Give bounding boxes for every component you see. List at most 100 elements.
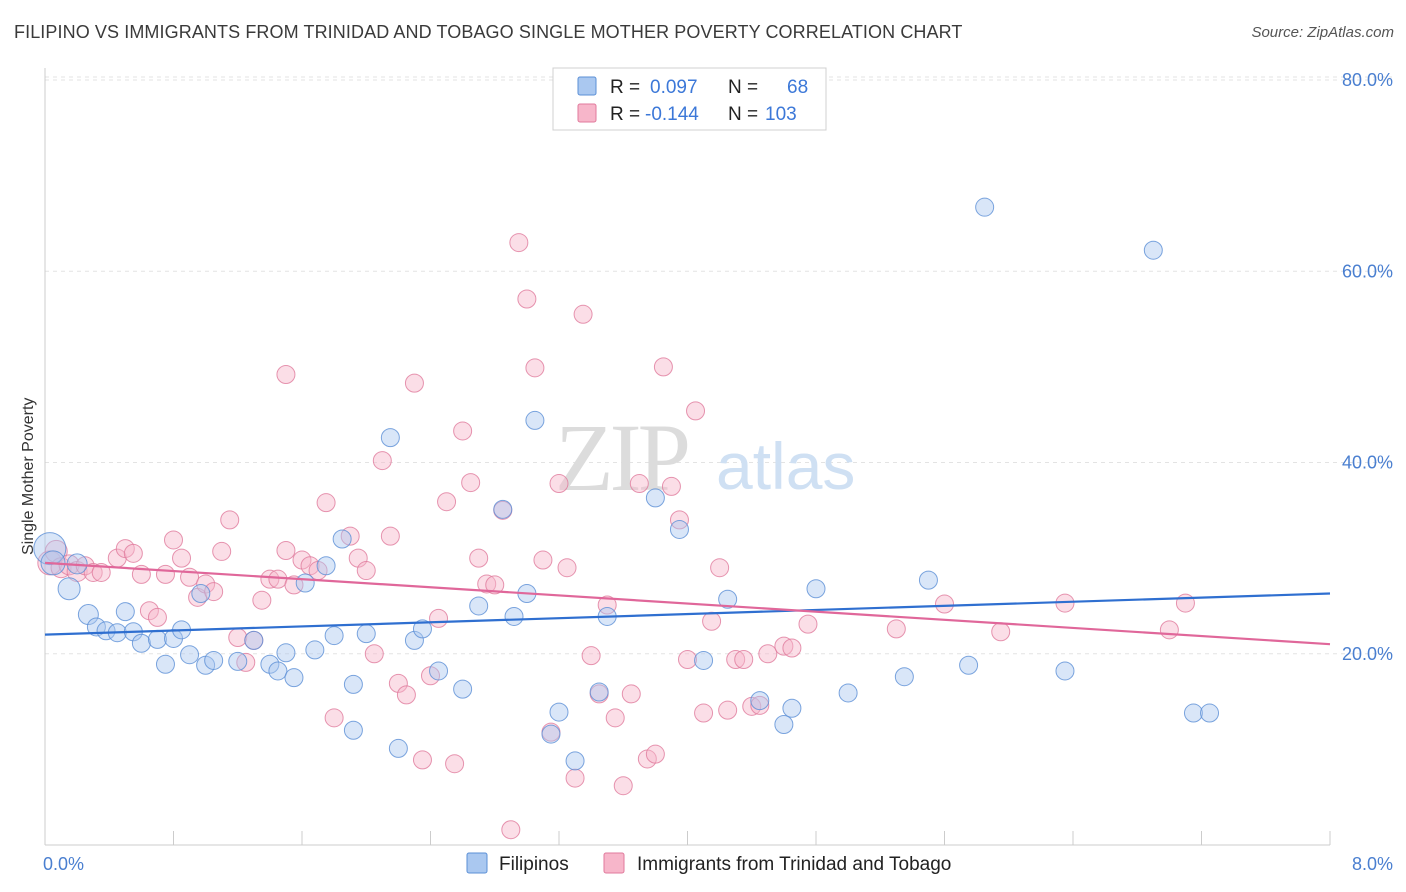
y-axis-label: Single Mother Poverty — [20, 398, 37, 555]
scatter-point — [581, 646, 601, 666]
scatter-point — [509, 233, 529, 253]
watermark-zip: ZIP — [555, 404, 688, 511]
scatter-point — [469, 596, 489, 616]
scatter-point — [404, 630, 424, 650]
scatter-point — [220, 510, 240, 530]
scatter-point — [86, 617, 106, 637]
scatter-point — [991, 622, 1011, 642]
scatter-point — [694, 650, 714, 670]
scatter-point — [1159, 620, 1179, 640]
scatter-point — [1183, 703, 1203, 723]
scatter-point — [83, 562, 103, 582]
bottom-legend-trinidad: Immigrants from Trinidad and Tobago — [637, 854, 951, 875]
scatter-point — [959, 655, 979, 675]
scatter-point — [380, 428, 400, 448]
scatter-point — [838, 683, 858, 703]
legend-r-value: 0.097 — [650, 77, 698, 98]
series-trinidad-points — [37, 233, 1195, 840]
scatter-point — [324, 626, 344, 646]
scatter-point — [493, 499, 513, 519]
scatter-point — [750, 695, 770, 715]
scatter-point — [388, 673, 408, 693]
scatter-point — [196, 574, 216, 594]
scatter-point — [597, 595, 617, 615]
y-tick-label: 20.0% — [1342, 644, 1393, 664]
scatter-point — [429, 608, 449, 628]
source-credit: Source: ZipAtlas.com — [1251, 24, 1394, 41]
scatter-point — [645, 744, 665, 764]
scatter-point — [204, 650, 224, 670]
scatter-point — [710, 558, 730, 578]
scatter-point — [453, 679, 473, 699]
scatter-point — [324, 708, 344, 728]
scatter-point — [549, 474, 569, 494]
scatter-point — [557, 558, 577, 578]
scatter-point — [244, 630, 264, 650]
scatter-point — [613, 776, 633, 796]
legend-n-value: 68 — [787, 77, 808, 98]
scatter-point — [1055, 661, 1075, 681]
scatter-point — [525, 358, 545, 378]
scatter-point — [549, 702, 569, 722]
scatter-point — [758, 644, 778, 664]
scatter-point — [295, 573, 315, 593]
scatter-point — [305, 640, 325, 660]
scatter-point — [782, 698, 802, 718]
chart-title: FILIPINO VS IMMIGRANTS FROM TRINIDAD AND… — [14, 22, 963, 42]
axes — [44, 68, 1331, 846]
scatter-point — [212, 541, 232, 561]
x-tick-label: 8.0% — [1352, 854, 1393, 874]
legend-swatch-trinidad — [577, 103, 597, 123]
legend-n-value: 103 — [765, 104, 797, 125]
scatter-point — [364, 644, 384, 664]
scatter-point — [404, 373, 424, 393]
legend-box: R = 0.097 N = 68 R = -0.144 N = 103 — [552, 67, 827, 131]
scatter-point — [332, 529, 352, 549]
x-tick-label: 0.0% — [43, 854, 84, 874]
trend-line — [44, 561, 1331, 646]
scatter-point — [726, 649, 746, 669]
scatter-point — [469, 548, 489, 568]
scatter-point — [412, 750, 432, 770]
scatter-point — [228, 651, 248, 671]
scatter-point — [268, 569, 288, 589]
scatter-point — [541, 724, 561, 744]
scatter-point — [191, 584, 211, 604]
x-tick-labels: 0.0% 8.0% — [43, 854, 1393, 874]
scatter-point — [1175, 593, 1195, 613]
bottom-legend-swatch-trinidad — [603, 852, 625, 874]
scatter-point — [147, 629, 167, 649]
scatter-point — [77, 604, 99, 626]
bottom-legend: Filipinos Immigrants from Trinidad and T… — [466, 852, 951, 875]
scatter-point — [429, 661, 449, 681]
scatter-point — [388, 738, 408, 758]
scatter-point — [260, 654, 280, 674]
scatter-point — [485, 575, 505, 595]
scatter-point — [645, 488, 665, 508]
scatter-point — [975, 197, 995, 217]
scatter-point — [155, 564, 175, 584]
y-tick-label: 60.0% — [1342, 261, 1393, 281]
scatter-point — [91, 562, 111, 582]
scatter-point — [734, 649, 754, 669]
scatter-point — [164, 530, 183, 550]
scatter-point — [147, 607, 167, 627]
scatter-point — [139, 601, 159, 621]
scatter-point — [678, 649, 697, 669]
watermark-atlas: atlas — [716, 429, 855, 503]
scatter-point — [718, 700, 738, 720]
scatter-point — [155, 654, 175, 674]
trend-line — [44, 592, 1331, 636]
scatter-point — [236, 652, 256, 672]
scatter-point — [686, 401, 706, 421]
scatter-point — [276, 643, 296, 663]
scatter-point — [718, 589, 738, 609]
scatter-point — [702, 611, 722, 631]
scatter-point — [131, 633, 151, 653]
scatter-point — [669, 519, 689, 539]
scatter-point — [284, 668, 304, 688]
scatter-point — [380, 526, 400, 546]
legend-n-label: N = — [728, 77, 758, 98]
scatter-point — [461, 473, 481, 493]
